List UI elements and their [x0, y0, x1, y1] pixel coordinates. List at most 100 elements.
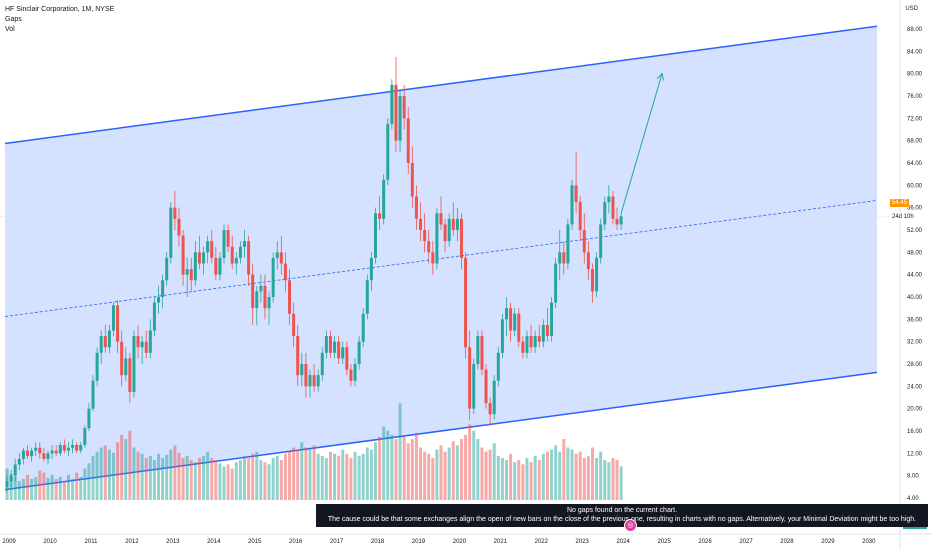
- volume-bar: [116, 442, 120, 500]
- candle-body: [279, 252, 283, 264]
- volume-bar: [373, 442, 377, 500]
- candle-body: [124, 358, 128, 376]
- candle-body: [373, 213, 377, 258]
- volume-bar: [345, 453, 349, 500]
- volume-bar: [570, 449, 574, 500]
- volume-bar: [230, 468, 234, 500]
- x-tick-label: 2018: [371, 539, 385, 545]
- volume-bar: [87, 463, 91, 500]
- candle-body: [545, 324, 549, 337]
- candle-body: [312, 375, 316, 387]
- candle-body: [603, 202, 607, 225]
- candle-body: [500, 319, 504, 353]
- volume-bar: [607, 462, 611, 500]
- candle-body: [238, 246, 242, 258]
- candle-body: [83, 428, 87, 445]
- volume-bar: [488, 449, 492, 500]
- volume-bar: [288, 451, 292, 500]
- candle-body: [304, 364, 308, 387]
- volume-bar: [165, 454, 169, 500]
- x-tick-label: 2027: [739, 539, 753, 545]
- volume-bar: [75, 472, 79, 500]
- volume-bar: [99, 447, 103, 500]
- volume-bar: [554, 445, 558, 500]
- candle-body: [345, 347, 349, 370]
- volume-bar: [247, 458, 251, 500]
- candle-body: [46, 453, 50, 459]
- volume-bar: [398, 403, 402, 500]
- volume-bar: [13, 476, 17, 500]
- candle-body: [595, 257, 599, 292]
- price-axis[interactable]: 4.00 8.00 12.00 16.00 20.00 24.00 28.00 32.00 36…: [907, 27, 923, 502]
- candle-body: [58, 444, 62, 454]
- volume-bar: [161, 458, 165, 500]
- candle-body: [402, 96, 406, 119]
- volume-bar: [296, 449, 300, 500]
- volume-bar: [169, 449, 173, 500]
- volume-bar: [451, 441, 455, 500]
- candle-body: [439, 213, 443, 225]
- volume-bar: [419, 447, 423, 500]
- x-tick-label: 2026: [698, 539, 712, 545]
- volume-bar: [562, 439, 566, 500]
- candle-body: [99, 336, 103, 353]
- volume-indicator-label[interactable]: Vol: [5, 26, 15, 33]
- volume-bar: [193, 462, 197, 500]
- candle-body: [562, 252, 566, 264]
- candle-body: [95, 352, 99, 381]
- volume-bar: [447, 447, 451, 500]
- volume-bar: [603, 460, 607, 500]
- candle-body: [34, 447, 38, 451]
- volume-bar: [525, 458, 529, 500]
- candle-body: [505, 308, 509, 320]
- candle-body: [615, 218, 619, 225]
- candle-body: [361, 313, 365, 342]
- regression-channel: [4, 25, 878, 491]
- candle-body: [406, 118, 410, 163]
- candle-body: [550, 302, 554, 337]
- volume-bar: [71, 479, 75, 500]
- volume-bar: [386, 430, 390, 500]
- candle-body: [599, 224, 603, 258]
- volume-bar: [574, 453, 578, 500]
- x-tick-label: 2029: [821, 539, 835, 545]
- candle-body: [521, 341, 525, 353]
- candle-body: [525, 336, 529, 353]
- volume-bar: [197, 458, 201, 500]
- candle-body: [341, 347, 345, 359]
- candle-body: [242, 241, 246, 247]
- notice-line-1: No gaps found on the current chart.: [566, 507, 678, 514]
- volume-bar: [38, 470, 42, 500]
- gaps-indicator-label[interactable]: Gaps: [5, 16, 22, 23]
- candle-body: [337, 341, 341, 359]
- candle-body: [328, 336, 332, 353]
- candle-body: [157, 297, 161, 303]
- candle-body: [181, 235, 185, 275]
- candle-body: [369, 257, 373, 281]
- candle-body: [161, 280, 165, 297]
- candle-body: [13, 464, 17, 476]
- y-tick-label: 80.00: [907, 72, 923, 78]
- y-tick-label: 84.00: [907, 49, 923, 55]
- symbol-title[interactable]: HF Sinclair Corporation, 1M, NYSE: [5, 6, 115, 13]
- currency-label[interactable]: USD: [905, 6, 918, 12]
- candle-body: [447, 218, 451, 242]
- volume-bar: [214, 460, 218, 500]
- candle-body: [132, 336, 136, 392]
- x-tick-label: 2010: [43, 539, 57, 545]
- volume-bar: [83, 468, 87, 500]
- candle-body: [152, 302, 156, 331]
- candle-body: [513, 313, 517, 331]
- volume-bar: [582, 458, 586, 500]
- volume-bar: [144, 458, 148, 500]
- y-tick-label: 20.00: [907, 407, 923, 413]
- last-price-tag: 54.45: [890, 199, 910, 207]
- chart-legend: HF Sinclair Corporation, 1M, NYSE Gaps V…: [5, 5, 114, 35]
- candle-body: [390, 84, 394, 124]
- candle-body: [103, 336, 107, 348]
- time-axis[interactable]: 2009 2010 2011 2012 2013 2014 2015 2016 2017 2018…: [2, 539, 876, 545]
- volume-bar: [54, 479, 58, 500]
- volume-bar: [578, 451, 582, 500]
- volume-bar: [472, 430, 476, 500]
